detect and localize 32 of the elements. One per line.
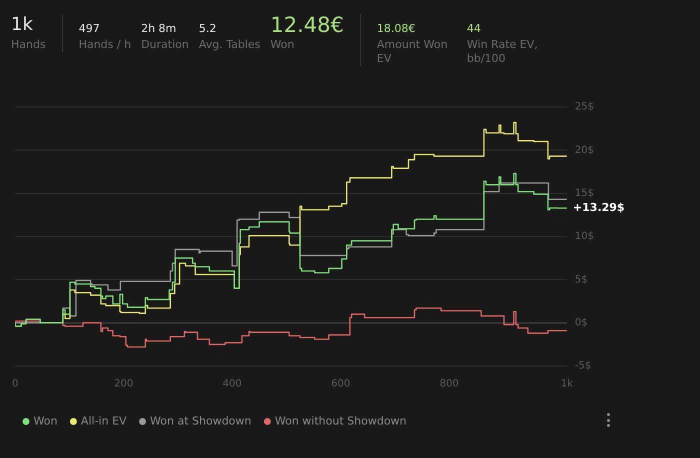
legend-label: Won at Showdown <box>150 414 252 428</box>
y-tick-label: 0$ <box>574 317 588 328</box>
text: Win Rate EV, bb/100 <box>466 38 539 66</box>
y-tick-label: 20$ <box>574 144 594 156</box>
x-tick-label: 200 <box>114 378 134 390</box>
x-tick-label: 600 <box>331 378 350 390</box>
y-tick-label: 10$ <box>574 231 594 242</box>
annotation: +13.29$ <box>572 200 625 214</box>
legend-label: All-in EV <box>80 414 128 428</box>
text: Amount Won EV <box>376 38 449 66</box>
text: Hands <box>11 38 46 52</box>
text: 12.48€ <box>270 13 344 37</box>
x-tick-label: 1k <box>560 378 574 390</box>
x-tick-label: 800 <box>440 378 459 390</box>
text: 18.08€ <box>376 22 416 36</box>
x-tick-label: 0 <box>12 378 18 390</box>
text: 1k <box>11 14 34 36</box>
text: 497 <box>78 22 101 36</box>
text: Hands / h <box>78 38 132 52</box>
x-tick-label: 400 <box>222 378 242 390</box>
text: 44 <box>466 22 482 36</box>
legend-label: Won <box>34 414 58 428</box>
y-tick-label: 5$ <box>574 274 588 286</box>
legend-label: Won without Showdown <box>274 414 407 428</box>
text: Avg. Tables <box>198 38 260 52</box>
text: Won <box>270 38 296 52</box>
text: Duration <box>141 38 189 52</box>
text: 5.2 <box>198 22 218 36</box>
y-tick-label: 25$ <box>574 102 594 113</box>
text: 2h 8m <box>141 22 178 36</box>
y-tick-label: 15$ <box>574 188 594 199</box>
y-tick-label: -5$ <box>574 360 592 372</box>
